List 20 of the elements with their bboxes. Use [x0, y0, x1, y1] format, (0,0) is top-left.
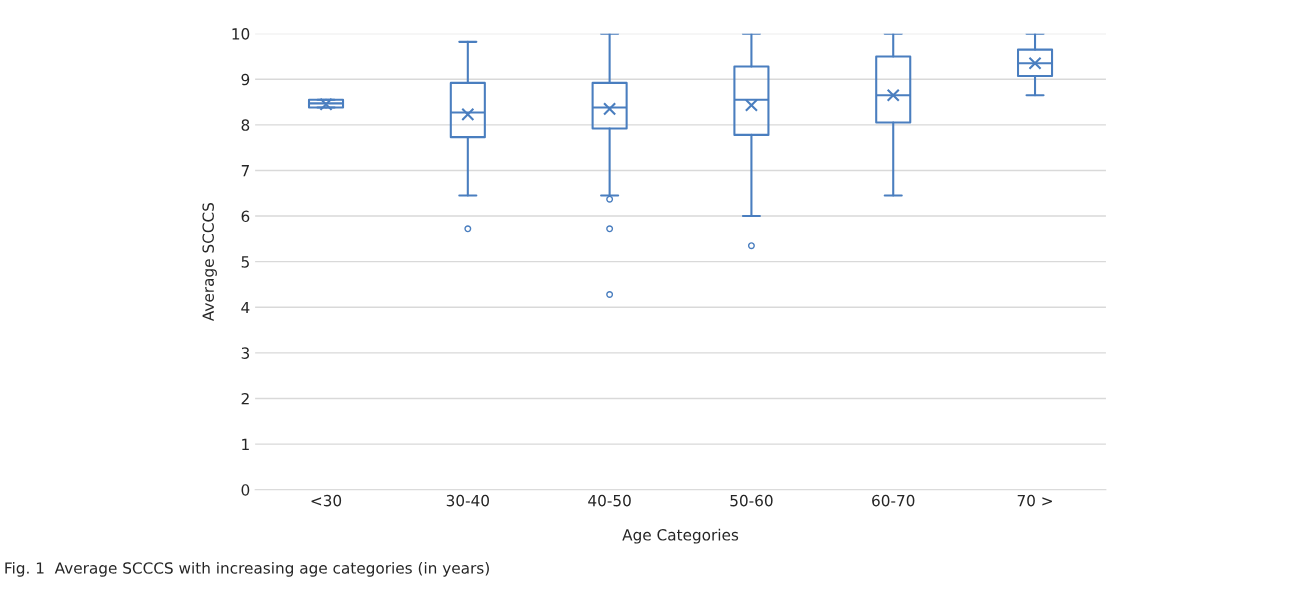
y-tick-label: 10	[232, 28, 250, 40]
y-tick-label: 3	[241, 347, 250, 359]
x-tick-label: 50-60	[730, 494, 773, 507]
y-tick-label: 2	[241, 392, 249, 405]
x-axis-title: Age Categories	[622, 528, 739, 544]
x-tick-label: 60-70	[872, 494, 915, 507]
y-tick-label: 7	[241, 165, 249, 177]
x-tick-label: 30-40	[446, 494, 489, 507]
y-tick-label: 0	[241, 484, 250, 496]
y-tick-label: 1	[242, 438, 249, 450]
y-tick-label: 6	[241, 210, 250, 223]
x-tick-label: 70 >	[1017, 494, 1052, 507]
y-tick-label: 8	[241, 119, 250, 131]
x-tick-label: 40-50	[588, 494, 631, 507]
x-tick-label: <30	[311, 494, 342, 507]
caption: Fig. 1 Average SCCCS with increasing age categories (in years)	[5, 561, 489, 577]
y-tick-label: 4	[241, 301, 250, 314]
y-tick-label: 5	[241, 256, 249, 268]
y-axis-title: Average SCCCS	[202, 203, 217, 322]
y-tick-label: 9	[241, 73, 250, 86]
